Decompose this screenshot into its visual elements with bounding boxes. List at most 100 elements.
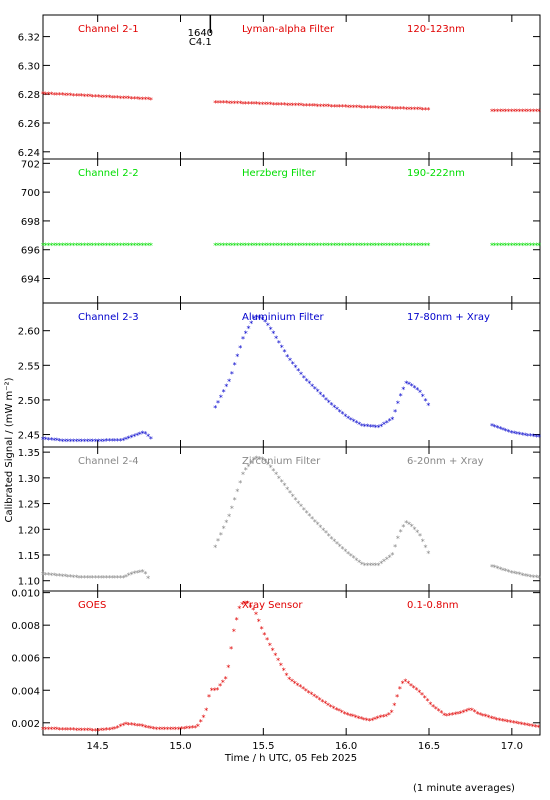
data-point: * [523, 241, 527, 250]
data-point: * [52, 241, 56, 250]
data-point: * [534, 241, 538, 250]
data-point: * [163, 725, 167, 734]
data-point: * [500, 717, 504, 726]
data-point: * [277, 474, 281, 483]
data-point: * [517, 720, 521, 729]
data-point: * [507, 107, 511, 116]
y-tick-label: 1.30 [18, 474, 40, 485]
data-point: * [431, 703, 435, 712]
data-point: * [393, 241, 397, 250]
data-point: * [255, 313, 259, 322]
data-point: * [96, 727, 100, 736]
data-point: * [346, 103, 350, 112]
data-point: * [258, 455, 262, 464]
data-point: * [534, 107, 538, 116]
data-point: * [82, 574, 86, 583]
data-point: * [529, 573, 533, 582]
data-point: * [335, 241, 339, 250]
data-point: * [312, 692, 316, 701]
data-point: * [66, 437, 70, 446]
data-point: * [332, 241, 336, 250]
data-point: * [260, 100, 264, 109]
data-point: * [515, 241, 519, 250]
data-point: * [105, 94, 109, 103]
data-point: * [501, 426, 505, 435]
data-point: * [493, 241, 497, 250]
data-point: * [367, 717, 371, 726]
data-point: * [216, 537, 220, 546]
panel-label: Herzberg Filter [242, 168, 317, 179]
y-tick-label: 6.32 [18, 33, 40, 44]
y-tick-label: 0.008 [11, 621, 40, 632]
y-tick-label: 2.45 [18, 431, 40, 442]
data-point: * [71, 241, 75, 250]
data-point: * [52, 726, 56, 735]
data-point: * [235, 616, 239, 625]
data-point: * [307, 241, 311, 250]
data-point: * [337, 707, 341, 716]
data-point: * [269, 101, 273, 110]
data-point: * [379, 104, 383, 113]
data-point: * [401, 385, 405, 394]
data-point: * [77, 241, 81, 250]
data-point: * [327, 532, 331, 541]
data-point: * [238, 344, 242, 353]
data-point: * [52, 91, 56, 100]
y-tick-label: 2.60 [18, 327, 40, 338]
data-point: * [44, 436, 48, 445]
data-point: * [138, 431, 142, 440]
data-point: * [252, 315, 256, 324]
data-point: * [365, 716, 369, 725]
data-point: * [246, 600, 250, 609]
data-point: * [149, 435, 153, 444]
data-point: * [377, 561, 381, 570]
data-point: * [280, 241, 284, 250]
data-point: * [518, 430, 522, 439]
data-point: * [266, 101, 270, 110]
y-tick-label: 700 [21, 188, 40, 199]
data-point: * [219, 531, 223, 540]
data-point: * [393, 408, 397, 417]
data-point: * [63, 437, 67, 446]
data-point: * [385, 105, 389, 114]
data-point: * [305, 377, 309, 386]
data-point: * [77, 437, 81, 446]
data-point: * [227, 512, 231, 521]
data-point: * [360, 422, 364, 431]
data-point: * [434, 705, 438, 714]
data-point: * [227, 99, 231, 108]
data-point: * [58, 91, 62, 100]
data-point: * [424, 241, 428, 250]
data-point: * [526, 572, 530, 581]
data-point: * [227, 241, 231, 250]
data-point: * [282, 482, 286, 491]
data-point: * [47, 725, 51, 734]
y-tick-label: 6.26 [18, 119, 40, 130]
y-tick-label: 696 [21, 246, 40, 257]
panel-label: Zirconium Filter [242, 456, 321, 467]
data-point: * [388, 105, 392, 114]
data-point: * [426, 402, 430, 411]
data-point: * [190, 724, 194, 733]
data-point: * [349, 552, 353, 561]
data-point: * [533, 723, 537, 732]
data-point: * [412, 384, 416, 393]
data-point: * [518, 571, 522, 580]
data-point: * [418, 532, 422, 541]
y-tick-label: 2.55 [18, 361, 40, 372]
data-point: * [310, 382, 314, 391]
data-point: * [96, 437, 100, 446]
data-point: * [497, 716, 501, 725]
data-point: * [233, 496, 237, 505]
data-point: * [294, 241, 298, 250]
data-point: * [368, 241, 372, 250]
data-point: * [316, 521, 320, 530]
data-point: * [258, 314, 262, 323]
data-point: * [260, 456, 264, 465]
data-point: * [390, 105, 394, 114]
data-point: * [382, 241, 386, 250]
data-point: * [127, 572, 131, 581]
data-point: * [113, 437, 117, 446]
data-point: * [94, 241, 98, 250]
data-point: * [296, 499, 300, 508]
